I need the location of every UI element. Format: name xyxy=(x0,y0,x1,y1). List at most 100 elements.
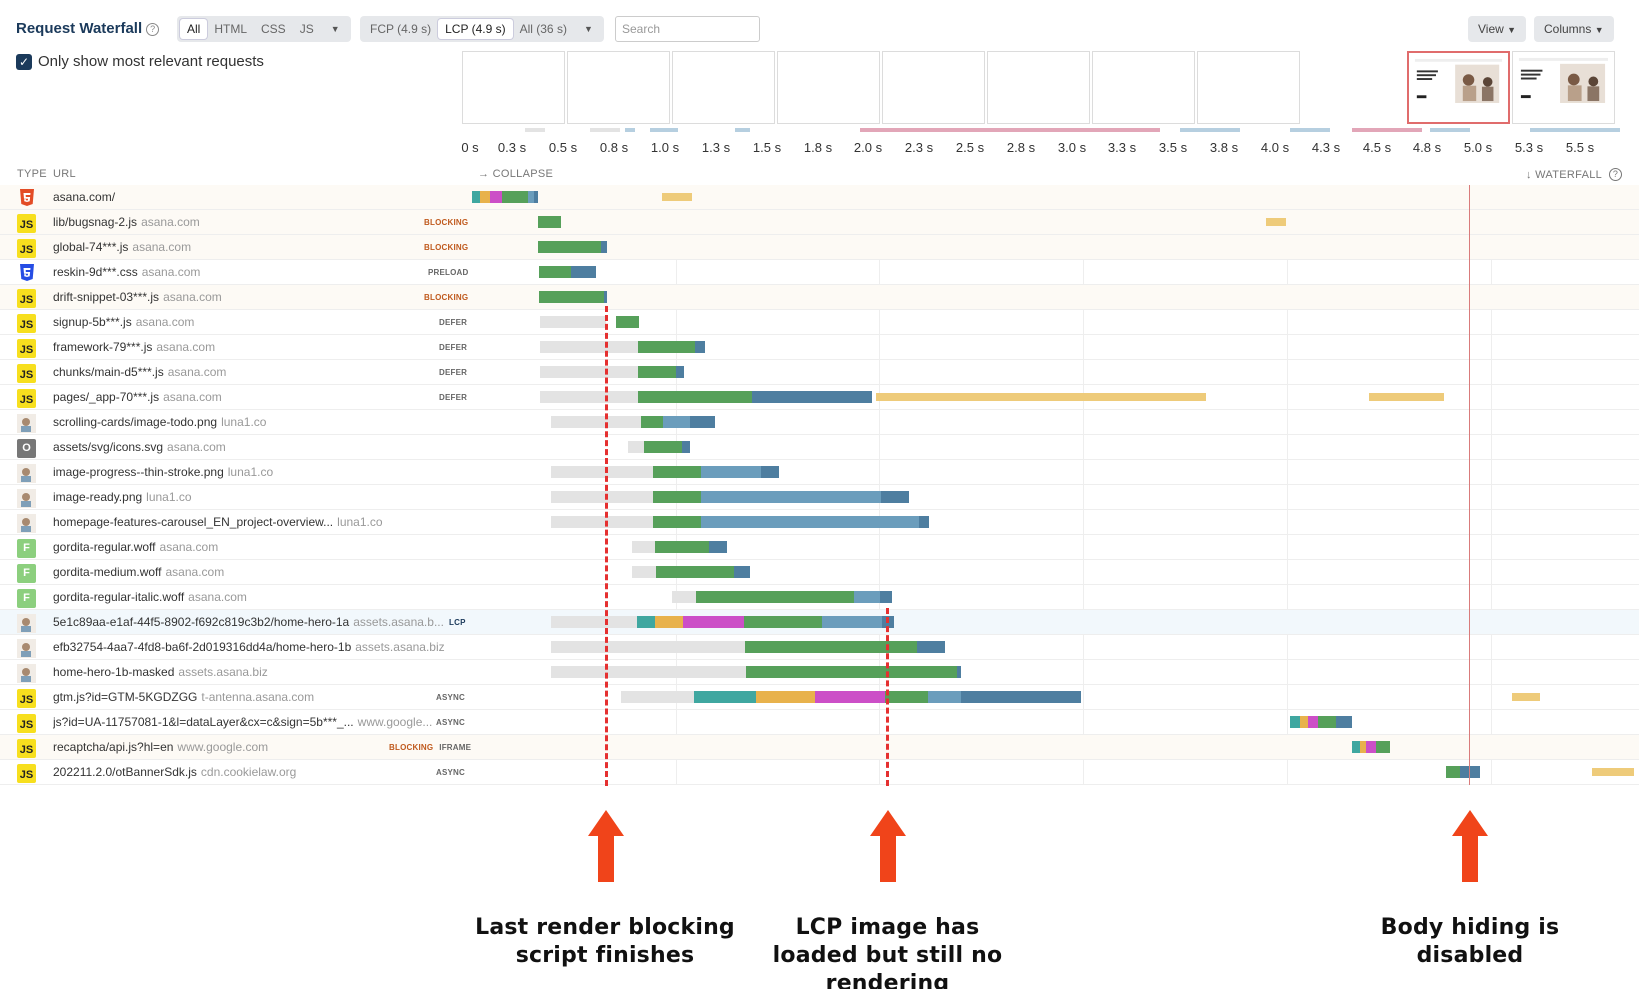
waterfall-bar-ttfb[interactable] xyxy=(746,666,957,678)
waterfall-bar-wait[interactable] xyxy=(551,416,641,428)
waterfall-bar-download[interactable] xyxy=(528,191,534,203)
waterfall-bar-ttfb[interactable] xyxy=(638,366,676,378)
waterfall-bar-wait[interactable] xyxy=(540,316,606,328)
view-button[interactable]: View ▼ xyxy=(1468,16,1527,42)
filmstrip-frame[interactable] xyxy=(987,51,1090,124)
waterfall-bar-wait[interactable] xyxy=(551,466,653,478)
waterfall-bar-download[interactable] xyxy=(701,491,881,503)
table-row[interactable]: JS pages/_app-70***.js asana.com DEFER xyxy=(0,385,1639,410)
waterfall-bar-download[interactable] xyxy=(663,416,690,428)
request-url[interactable]: efb32754-4aa7-4fd8-ba6f-2d019316dd4a/hom… xyxy=(53,640,445,654)
request-url[interactable]: drift-snippet-03***.js asana.com xyxy=(53,290,222,304)
request-url[interactable]: recaptcha/api.js?hl=en www.google.com xyxy=(53,740,268,754)
waterfall-bar-ttfb[interactable] xyxy=(653,466,701,478)
waterfall-bar-cpu[interactable] xyxy=(1369,393,1444,401)
waterfall-bar-download-dark[interactable] xyxy=(761,466,779,478)
waterfall-bar-ssl[interactable] xyxy=(1308,716,1318,728)
waterfall-bar-dns[interactable] xyxy=(694,691,756,703)
table-row[interactable]: homepage-features-carousel_EN_project-ov… xyxy=(0,510,1639,535)
request-url[interactable]: gtm.js?id=GTM-5KGDZGG t-antenna.asana.com xyxy=(53,690,314,704)
waterfall-bar-wait[interactable] xyxy=(672,591,696,603)
waterfall-bar-connect[interactable] xyxy=(1300,716,1308,728)
range-filter-fcp[interactable]: FCP (4.9 s) xyxy=(370,22,432,36)
waterfall-bar-ttfb[interactable] xyxy=(641,416,663,428)
waterfall-bar-ttfb[interactable] xyxy=(744,616,822,628)
waterfall-bar-download-dark[interactable] xyxy=(676,366,684,378)
waterfall-sort[interactable]: ↓ WATERFALL ? xyxy=(1526,168,1622,181)
waterfall-bar-ttfb[interactable] xyxy=(539,291,604,303)
table-row[interactable]: 5e1c89aa-e1af-44f5-8902-f692c819c3b2/hom… xyxy=(0,610,1639,635)
table-row[interactable]: JS signup-5b***.js asana.com DEFER xyxy=(0,310,1639,335)
request-url[interactable]: js?id=UA-11757081-1&l=dataLayer&cx=c&sig… xyxy=(53,715,432,729)
table-row[interactable]: efb32754-4aa7-4fd8-ba6f-2d019316dd4a/hom… xyxy=(0,635,1639,660)
waterfall-bar-wait[interactable] xyxy=(621,691,694,703)
table-row[interactable]: reskin-9d***.css asana.com PRELOAD xyxy=(0,260,1639,285)
waterfall-bar-download[interactable] xyxy=(701,466,761,478)
waterfall-bar-download-dark[interactable] xyxy=(961,691,1081,703)
waterfall-bar-ttfb[interactable] xyxy=(696,591,854,603)
request-url[interactable]: home-hero-1b-masked assets.asana.biz xyxy=(53,665,268,679)
waterfall-bar-ttfb[interactable] xyxy=(538,241,601,253)
waterfall-bar-download-dark[interactable] xyxy=(601,241,607,253)
table-row[interactable]: JS recaptcha/api.js?hl=en www.google.com BL… xyxy=(0,735,1639,760)
waterfall-bar-ttfb[interactable] xyxy=(644,441,682,453)
waterfall-bar-cpu[interactable] xyxy=(1512,693,1540,701)
waterfall-bar-wait[interactable] xyxy=(551,666,746,678)
waterfall-bar-ssl[interactable] xyxy=(490,191,502,203)
waterfall-bar-download[interactable] xyxy=(822,616,882,628)
table-row[interactable]: scrolling-cards/image-todo.png luna1.co xyxy=(0,410,1639,435)
waterfall-bar-ttfb[interactable] xyxy=(616,316,639,328)
request-url[interactable]: assets/svg/icons.svg asana.com xyxy=(53,440,226,454)
request-url[interactable]: 5e1c89aa-e1af-44f5-8902-f692c819c3b2/hom… xyxy=(53,615,444,629)
waterfall-bar-download-dark[interactable] xyxy=(752,391,872,403)
waterfall-bar-download-dark[interactable] xyxy=(957,666,961,678)
waterfall-bar-wait[interactable] xyxy=(632,541,655,553)
waterfall-bar-connect[interactable] xyxy=(756,691,815,703)
request-url[interactable]: gordita-regular-italic.woff asana.com xyxy=(53,590,247,604)
waterfall-bar-download[interactable] xyxy=(701,516,919,528)
waterfall-bar-ttfb[interactable] xyxy=(1376,741,1390,753)
table-row[interactable]: JS js?id=UA-11757081-1&l=dataLayer&cx=c&s… xyxy=(0,710,1639,735)
waterfall-bar-wait[interactable] xyxy=(628,441,644,453)
waterfall-bar-cpu[interactable] xyxy=(1592,768,1634,776)
search-input[interactable] xyxy=(615,16,760,42)
table-row[interactable]: home-hero-1b-masked assets.asana.biz xyxy=(0,660,1639,685)
table-row[interactable]: JS gtm.js?id=GTM-5KGDZGG t-antenna.asana.c… xyxy=(0,685,1639,710)
waterfall-bar-ttfb[interactable] xyxy=(653,516,701,528)
filmstrip-frame[interactable] xyxy=(462,51,565,124)
filmstrip-frame[interactable] xyxy=(1197,51,1300,124)
table-row[interactable]: JS lib/bugsnag-2.js asana.com BLOCKING xyxy=(0,210,1639,235)
table-row[interactable]: image-progress--thin-stroke.png luna1.co xyxy=(0,460,1639,485)
waterfall-bar-download-dark[interactable] xyxy=(1460,766,1480,778)
type-filter-css[interactable]: CSS xyxy=(261,22,286,36)
relevant-toggle[interactable]: ✓ Only show most relevant requests xyxy=(16,53,264,70)
filmstrip-frame-rendered[interactable] xyxy=(1512,51,1615,124)
waterfall-bar-ttfb[interactable] xyxy=(502,191,528,203)
waterfall-bar-download-dark[interactable] xyxy=(690,416,715,428)
waterfall-bar-ttfb[interactable] xyxy=(656,566,734,578)
waterfall-bar-wait[interactable] xyxy=(540,366,638,378)
range-filter-all[interactable]: All (36 s) xyxy=(519,22,567,36)
waterfall-bar-dns[interactable] xyxy=(1290,716,1300,728)
waterfall-bar-download-dark[interactable] xyxy=(695,341,705,353)
request-url[interactable]: homepage-features-carousel_EN_project-ov… xyxy=(53,515,383,529)
request-url[interactable]: scrolling-cards/image-todo.png luna1.co xyxy=(53,415,266,429)
waterfall-bar-ttfb[interactable] xyxy=(538,216,561,228)
waterfall-bar-download-dark[interactable] xyxy=(880,591,892,603)
request-url[interactable]: reskin-9d***.css asana.com xyxy=(53,265,200,279)
request-url[interactable]: 202211.2.0/otBannerSdk.js cdn.cookielaw.o… xyxy=(53,765,296,779)
type-filter-js[interactable]: JS xyxy=(299,22,314,36)
range-filter-lcp[interactable]: LCP (4.9 s) xyxy=(438,19,513,39)
request-url[interactable]: pages/_app-70***.js asana.com xyxy=(53,390,222,404)
waterfall-bar-connect[interactable] xyxy=(1360,741,1366,753)
request-url[interactable]: signup-5b***.js asana.com xyxy=(53,315,194,329)
request-url[interactable]: image-progress--thin-stroke.png luna1.co xyxy=(53,465,273,479)
waterfall-bar-ttfb[interactable] xyxy=(638,391,752,403)
table-row[interactable]: image-ready.png luna1.co xyxy=(0,485,1639,510)
waterfall-bar-download-dark[interactable] xyxy=(534,191,538,203)
table-row[interactable]: JS global-74***.js asana.com BLOCKING xyxy=(0,235,1639,260)
waterfall-bar-cpu[interactable] xyxy=(662,193,692,201)
filmstrip-frame[interactable] xyxy=(672,51,775,124)
request-url[interactable]: gordita-medium.woff asana.com xyxy=(53,565,224,579)
